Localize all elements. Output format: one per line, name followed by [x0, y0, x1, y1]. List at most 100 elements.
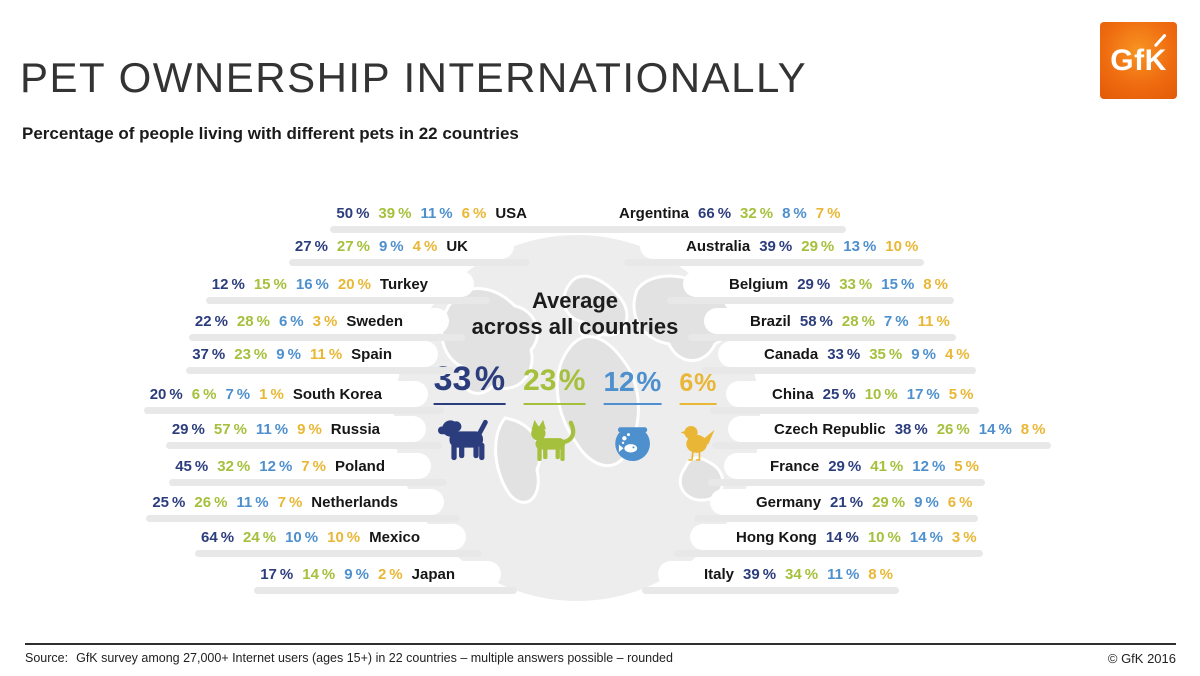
country-label: Spain	[351, 345, 392, 363]
fish-average-value: 12 %	[603, 366, 662, 397]
dog-value: 22 %	[194, 312, 228, 330]
gfk-logo-text: GfK	[1110, 43, 1167, 77]
country-label: Netherlands	[311, 493, 398, 511]
dog-value: 25 %	[822, 385, 856, 403]
ribbon-swoosh	[205, 297, 490, 304]
cat-value: 23 %	[234, 345, 268, 363]
dog-value: 37 %	[192, 345, 226, 363]
bird-value: 5 %	[948, 385, 974, 403]
ribbon-swoosh	[195, 550, 482, 557]
bird-value: 7 %	[301, 457, 326, 475]
bird-value: 2 %	[377, 565, 403, 583]
cat-value: 41 %	[870, 457, 904, 475]
fish-value: 11 %	[255, 420, 289, 438]
country-row-belgium: Belgium 29 % 33 % 15 % 8 %	[667, 271, 960, 304]
fish-value: 9 %	[344, 565, 369, 583]
country-label: Russia	[330, 420, 380, 438]
bird-value: 7 %	[815, 204, 841, 222]
country-row-spain: 37 % 23 % 9 % 11 % Spain	[180, 341, 454, 374]
cat-value: 14 %	[302, 565, 336, 583]
cat-value: 35 %	[869, 345, 903, 363]
country-row-sweden: 22 % 28 % 6 % 3 % Sweden	[182, 308, 465, 341]
copyright-text: © GfK 2016	[1107, 651, 1176, 666]
bird-value: 4 %	[412, 237, 438, 255]
country-label: UK	[446, 237, 468, 255]
stat-bird: 6 %	[679, 371, 717, 462]
fish-value: 9 %	[378, 237, 404, 255]
country-row-netherlands: 25 % 26 % 11 % 7 % Netherlands	[140, 489, 460, 522]
country-label: Czech Republic	[774, 420, 886, 438]
ribbon-swoosh	[702, 367, 976, 374]
country-label: Japan	[411, 565, 455, 583]
ribbon-swoosh	[688, 334, 956, 341]
country-row-japan: 17 % 14 % 9 % 2 % Japan	[248, 561, 517, 594]
average-heading: Average across all countries	[472, 288, 679, 341]
country-row-mexico: 64 % 24 % 10 % 10 % Mexico	[189, 524, 482, 557]
country-label: Canada	[764, 345, 819, 363]
bird-value: 3 %	[312, 312, 338, 330]
bird-value: 20 %	[337, 275, 371, 293]
dog-value: 21 %	[830, 493, 864, 511]
country-label: Germany	[756, 493, 822, 511]
country-label: Argentina	[619, 204, 690, 222]
cat-value: 26 %	[936, 420, 970, 438]
cat-value: 28 %	[841, 312, 875, 330]
country-label: Brazil	[750, 312, 791, 330]
country-row-germany: Germany 21 % 29 % 9 % 6 %	[694, 489, 985, 522]
dog-value: 17 %	[260, 565, 294, 583]
bird-value: 10 %	[327, 528, 361, 546]
cat-underline	[523, 403, 586, 405]
bird-value: 8 %	[1020, 420, 1046, 438]
country-label: Turkey	[379, 275, 428, 293]
bird-value: 11 %	[917, 312, 950, 330]
bird-value: 8 %	[868, 565, 893, 583]
country-row-turkey: 12 % 15 % 16 % 20 % Turkey	[199, 271, 490, 304]
cat-value: 34 %	[785, 565, 819, 583]
country-row-china: China 25 % 10 % 17 % 5 %	[710, 381, 986, 414]
country-label: France	[770, 457, 820, 475]
fish-value: 9 %	[911, 345, 936, 363]
fish-value: 11 %	[827, 565, 860, 583]
dog-value: 50 %	[336, 204, 370, 222]
cat-value: 15 %	[253, 275, 287, 293]
dog-value: 66 %	[698, 204, 732, 222]
dog-value: 33 %	[827, 345, 861, 363]
fish-value: 12 %	[912, 457, 946, 475]
cat-value: 39 %	[378, 204, 412, 222]
country-label: Poland	[334, 457, 385, 475]
ribbon-swoosh	[165, 442, 442, 449]
country-label: Mexico	[369, 528, 420, 546]
fish-value: 17 %	[906, 385, 940, 403]
ribbon-swoosh	[143, 407, 444, 414]
ribbon-swoosh	[642, 587, 899, 594]
country-row-italy: Italy 39 % 34 % 11 % 8 %	[642, 561, 905, 594]
cat-value: 27 %	[336, 237, 370, 255]
ribbon-swoosh	[712, 442, 1052, 449]
dog-value: 14 %	[825, 528, 859, 546]
bird-value: 10 %	[885, 237, 919, 255]
dog-icon	[437, 419, 488, 461]
fish-value: 11 %	[236, 493, 269, 511]
fish-value: 8 %	[782, 204, 807, 222]
ribbon-swoosh	[624, 259, 925, 266]
stat-cat: 23 %	[523, 366, 586, 462]
fish-value: 9 %	[276, 345, 301, 363]
stat-fish: 12 %	[603, 366, 662, 462]
fish-value: 7 %	[883, 312, 909, 330]
source-text: Source: GfK survey among 27,000+ Internet…	[25, 651, 673, 665]
country-label: Australia	[686, 237, 751, 255]
cat-icon	[530, 419, 575, 462]
country-label: Belgium	[729, 275, 789, 293]
ribbon-swoosh	[186, 367, 454, 374]
dog-value: 64 %	[201, 528, 235, 546]
cat-value: 32 %	[740, 204, 774, 222]
dog-value: 20 %	[149, 385, 183, 403]
bird-underline	[679, 403, 717, 405]
fish-value: 13 %	[843, 237, 877, 255]
cat-value: 28 %	[236, 312, 270, 330]
bird-icon	[680, 425, 715, 461]
bird-value: 7 %	[277, 493, 303, 511]
ribbon-swoosh	[667, 297, 954, 304]
bird-value: 6 %	[947, 493, 973, 511]
bird-value: 4 %	[944, 345, 970, 363]
